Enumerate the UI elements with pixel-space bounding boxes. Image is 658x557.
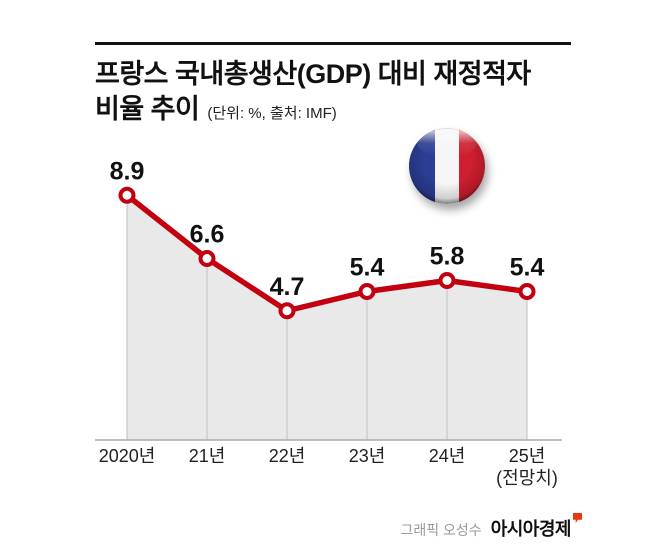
brand-wordmark: 아시아경제	[491, 513, 582, 541]
value-label-0: 8.9	[110, 157, 145, 185]
chart-subtitle: (단위: %, 출처: IMF)	[207, 105, 337, 123]
x-label-5: 25년	[509, 446, 546, 466]
x-label-3: 23년	[349, 446, 386, 466]
x-label-4: 24년	[429, 446, 466, 466]
data-line	[124, 192, 530, 314]
data-point-3	[358, 283, 376, 300]
flag-gloss-highlight	[417, 129, 477, 157]
x-sublabel-5: (전망치)	[496, 468, 558, 488]
x-label-0: 2020년	[99, 446, 156, 466]
data-point-0	[118, 186, 136, 204]
page-title-line1: 프랑스 국내총생산(GDP) 대비 재정적자	[95, 59, 531, 89]
value-label-2: 4.7	[270, 273, 305, 301]
data-point-2	[278, 302, 296, 320]
france-flag-icon	[409, 128, 485, 204]
data-point-5	[518, 283, 536, 300]
graphic-credit: 그래픽 오성수	[400, 522, 482, 538]
chart-title-block: 프랑스 국내총생산(GDP) 대비 재정적자 비율 추이 (단위: %, 출처:…	[95, 57, 531, 127]
data-point-1	[198, 250, 216, 267]
value-label-4: 5.8	[430, 243, 465, 271]
france-flag-svg	[409, 128, 485, 204]
top-divider	[95, 42, 571, 45]
asiae-logo-mark	[573, 513, 582, 523]
value-label-1: 6.6	[190, 221, 225, 249]
page-title-line2: 비율 추이	[95, 94, 200, 125]
data-point-4	[438, 272, 456, 289]
chart-area-fill	[127, 195, 527, 440]
value-label-5: 5.4	[510, 254, 545, 282]
x-label-2: 22년	[269, 446, 306, 466]
value-label-3: 5.4	[350, 254, 385, 282]
x-label-1: 21년	[189, 446, 226, 466]
footer-credit: 그래픽 오성수 아시아경제	[400, 513, 582, 541]
